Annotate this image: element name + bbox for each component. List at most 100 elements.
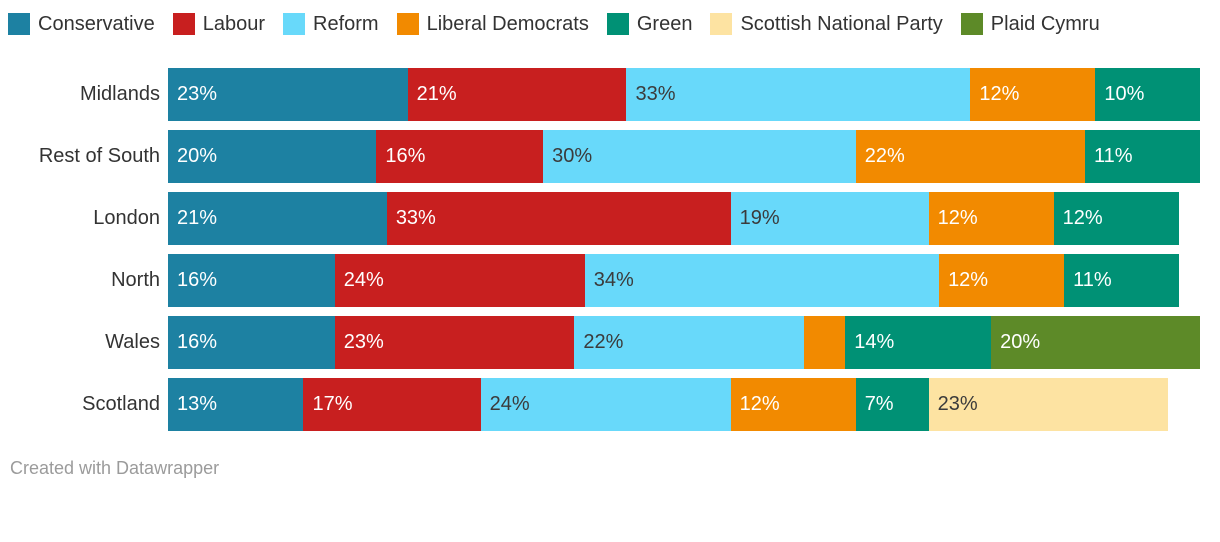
bar-segment[interactable]: 23% <box>334 316 575 369</box>
bar-segment[interactable]: 23% <box>168 68 408 121</box>
segment-value-label: 20% <box>177 145 218 167</box>
segment-value-label: 12% <box>1062 207 1103 229</box>
bar-segment[interactable]: 12% <box>939 254 1065 307</box>
legend: Conservative Labour Reform Liberal Democrat… <box>0 0 1210 37</box>
bar-track: 13% 17% 24% 12% 7% 23% <box>168 378 1210 431</box>
bar-segment[interactable]: 12% <box>970 68 1096 121</box>
legend-item: Reform <box>283 11 379 37</box>
bar-segment[interactable]: 33% <box>626 68 971 121</box>
bar-segment[interactable]: 16% <box>168 254 335 307</box>
bar-track: 20% 16% 30% 22% 11% <box>168 130 1210 183</box>
bar-segment[interactable]: 12% <box>928 192 1054 245</box>
bar-segment[interactable]: 16% <box>376 130 544 183</box>
chart-row: London 21% 33% 19% 12% 12% <box>0 192 1220 245</box>
segment-value-label: 30% <box>552 145 593 167</box>
segment-value-label: 16% <box>177 331 218 353</box>
legend-label: Green <box>636 13 693 35</box>
legend-swatch-icon <box>172 13 195 35</box>
bar-segment[interactable]: 22% <box>855 130 1085 183</box>
bar-segment[interactable]: 21% <box>168 192 387 245</box>
segment-value-label: 12% <box>937 207 978 229</box>
bar-segment[interactable]: 34% <box>584 254 940 307</box>
bar-track: 16% 24% 34% 12% 11% <box>168 254 1210 307</box>
segment-value-label: 24% <box>489 393 530 415</box>
chart-row: Scotland 13% 17% 24% 12% 7% 23% <box>0 378 1220 431</box>
chart-row: Midlands 23% 21% 33% 12% 10% <box>0 68 1220 121</box>
bar-segment[interactable]: 12% <box>730 378 856 431</box>
category-label: Midlands <box>79 83 160 105</box>
legend-label: Scottish National Party <box>740 13 943 35</box>
bar-segment[interactable]: 7% <box>855 378 929 431</box>
segment-value-label: 24% <box>343 269 384 291</box>
bar-segment[interactable]: 11% <box>1084 130 1200 183</box>
segment-value-label: 19% <box>739 207 780 229</box>
segment-value-label: 16% <box>385 145 426 167</box>
bar-segment[interactable]: 30% <box>543 130 856 183</box>
segment-value-label: 22% <box>583 331 624 353</box>
category-label: North <box>111 269 160 291</box>
segment-value-label: 12% <box>948 269 989 291</box>
segment-value-label: 34% <box>593 269 634 291</box>
segment-value-label: 23% <box>343 331 384 353</box>
legend-item: Scottish National Party <box>710 11 943 37</box>
bar-segment[interactable]: 20% <box>168 130 377 183</box>
segment-value-label: 10% <box>1104 83 1145 105</box>
segment-value-label: 12% <box>979 83 1020 105</box>
bar-segment[interactable]: 13% <box>168 378 304 431</box>
legend-label: Reform <box>313 13 379 35</box>
segment-value-label: 11% <box>1093 145 1133 167</box>
bar-segment[interactable]: 24% <box>334 254 585 307</box>
legend-item: Conservative <box>8 11 155 37</box>
segment-value-label: 33% <box>635 83 676 105</box>
segment-value-label: 21% <box>177 207 218 229</box>
segment-value-label: 23% <box>937 393 978 415</box>
bar-segment[interactable]: 11% <box>1064 254 1179 307</box>
legend-label: Conservative <box>38 13 155 35</box>
segment-value-label: 11% <box>1073 269 1112 291</box>
legend-label: Plaid Cymru <box>990 13 1100 35</box>
segment-value-label: 22% <box>864 145 905 167</box>
segment-value-label: 23% <box>177 83 218 105</box>
category-label: Scotland <box>82 393 160 415</box>
bar-segment[interactable] <box>803 316 846 369</box>
bar-segment[interactable]: 14% <box>845 316 992 369</box>
chart-row: North 16% 24% 34% 12% 11% <box>0 254 1220 307</box>
bar-segment[interactable]: 12% <box>1053 192 1179 245</box>
category-label: Rest of South <box>38 145 160 167</box>
legend-label: Liberal Democrats <box>426 13 589 35</box>
bar-segment[interactable]: 17% <box>303 378 481 431</box>
legend-swatch-icon <box>8 13 30 35</box>
footer: Created with Datawrapper <box>10 458 1220 479</box>
legend-swatch-icon <box>960 13 983 35</box>
segment-value-label: 33% <box>395 207 436 229</box>
bar-track: 16% 23% 22% 14% 20% <box>168 316 1210 369</box>
legend-item: Labour <box>172 11 265 37</box>
bar-segment[interactable]: 21% <box>407 68 627 121</box>
bar-segment[interactable]: 24% <box>480 378 731 431</box>
segment-value-label: 20% <box>1000 331 1041 353</box>
legend-item: Green <box>606 11 693 37</box>
bar-segment[interactable]: 10% <box>1095 68 1200 121</box>
segment-value-label: 14% <box>854 331 895 353</box>
legend-item: Plaid Cymru <box>960 11 1100 37</box>
category-label: Wales <box>105 331 160 353</box>
datawrapper-credit-link[interactable]: Created with Datawrapper <box>10 458 220 478</box>
bar-segment[interactable]: 22% <box>574 316 804 369</box>
chart-row: Rest of South 20% 16% 30% 22% 11% <box>0 130 1220 183</box>
chart-row: Wales 16% 23% 22% 14% 20% <box>0 316 1220 369</box>
bar-segment[interactable]: 16% <box>168 316 335 369</box>
bar-segment[interactable]: 33% <box>386 192 731 245</box>
legend-swatch-icon <box>283 13 305 35</box>
category-label: London <box>93 207 160 229</box>
bar-track: 23% 21% 33% 12% 10% <box>168 68 1210 121</box>
bar-segment[interactable]: 19% <box>730 192 929 245</box>
chart-rows: Midlands 23% 21% 33% 12% 10% Rest of South 20% 1… <box>0 68 1220 431</box>
legend-swatch-icon <box>396 13 419 35</box>
legend-swatch-icon <box>606 13 629 35</box>
segment-value-label: 17% <box>312 393 353 415</box>
bar-segment[interactable]: 23% <box>928 378 1169 431</box>
bar-segment[interactable]: 20% <box>991 316 1200 369</box>
segment-value-label: 21% <box>416 83 457 105</box>
segment-value-label: 16% <box>177 269 218 291</box>
